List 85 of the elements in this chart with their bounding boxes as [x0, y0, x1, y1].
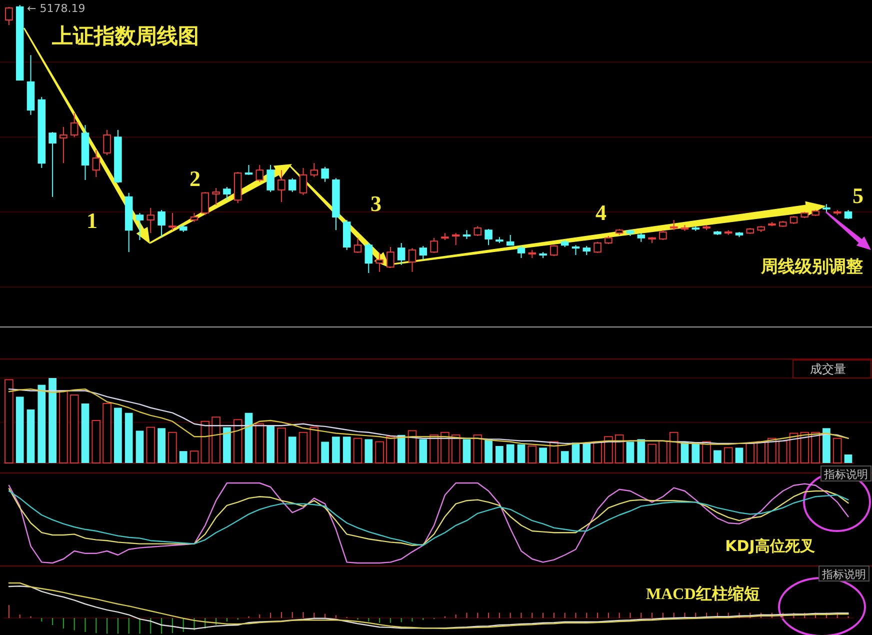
annotation: ← 5178.19 [27, 2, 86, 15]
bar [626, 442, 634, 463]
bar [451, 434, 460, 464]
bar [38, 384, 46, 463]
annotation: 5 [852, 183, 864, 208]
bar [233, 419, 242, 464]
bar [288, 436, 296, 463]
bar [800, 432, 810, 464]
annotation: MACD红柱缩短 [646, 585, 760, 603]
bar [832, 438, 842, 464]
bar [200, 420, 210, 464]
bar [593, 441, 602, 464]
bar [408, 430, 417, 464]
annotation: 1 [86, 208, 98, 233]
bar [114, 408, 122, 463]
bar [637, 439, 646, 463]
bar [70, 394, 79, 464]
bar [136, 430, 144, 463]
bar [724, 447, 733, 464]
bar [517, 444, 526, 463]
bar [386, 436, 395, 464]
bar [124, 412, 133, 463]
bar [669, 432, 678, 464]
bar [778, 440, 788, 464]
bar [321, 442, 329, 463]
annotation: 4 [596, 200, 606, 225]
bar [179, 451, 188, 463]
bar [26, 409, 35, 463]
bar [648, 444, 656, 464]
bar [735, 448, 744, 463]
bar [473, 434, 482, 464]
bar [4, 379, 14, 464]
bar [658, 440, 668, 464]
bar [16, 396, 24, 463]
bar [48, 378, 56, 463]
bar [560, 451, 569, 463]
bar [462, 439, 471, 463]
bar [277, 428, 286, 464]
bar [158, 428, 166, 463]
bar [496, 446, 504, 463]
bar [604, 436, 613, 464]
bar [168, 432, 177, 464]
bar [223, 427, 231, 463]
bar [484, 439, 492, 463]
bar [353, 438, 362, 464]
bar [375, 441, 384, 464]
annotation: 3 [370, 191, 382, 216]
bar [212, 416, 220, 464]
bar [92, 420, 101, 464]
chart-title: 成交量 [810, 362, 846, 376]
bar [756, 441, 766, 464]
bar [255, 423, 264, 464]
bar [342, 436, 351, 463]
bar [692, 443, 700, 463]
bar [419, 439, 428, 463]
bar [582, 443, 591, 463]
bar [746, 442, 755, 464]
bar [506, 444, 514, 463]
bar [298, 432, 308, 464]
bar [714, 450, 722, 463]
bar [844, 454, 852, 463]
bar [190, 450, 199, 464]
bar [768, 438, 776, 464]
bar [332, 436, 340, 463]
annotation: 周线级别调整 [760, 257, 863, 277]
bar [822, 428, 830, 463]
bar [397, 434, 406, 463]
bar [59, 390, 68, 464]
annotation: 2 [190, 166, 200, 191]
bar [572, 442, 580, 463]
bar [102, 403, 112, 464]
bar [364, 439, 373, 463]
bar [146, 426, 156, 464]
bar [528, 446, 537, 464]
bar [81, 404, 90, 463]
bar [539, 448, 547, 463]
text: 上证指数周线图 [51, 24, 199, 48]
bar [310, 426, 319, 464]
bar [266, 426, 274, 463]
text: 指标说明 [823, 468, 868, 481]
annotation: KDJ高位死叉 [725, 537, 815, 555]
bar [244, 412, 253, 463]
bar [811, 432, 820, 464]
bar [614, 434, 624, 464]
text: 指标说明 [821, 568, 866, 581]
